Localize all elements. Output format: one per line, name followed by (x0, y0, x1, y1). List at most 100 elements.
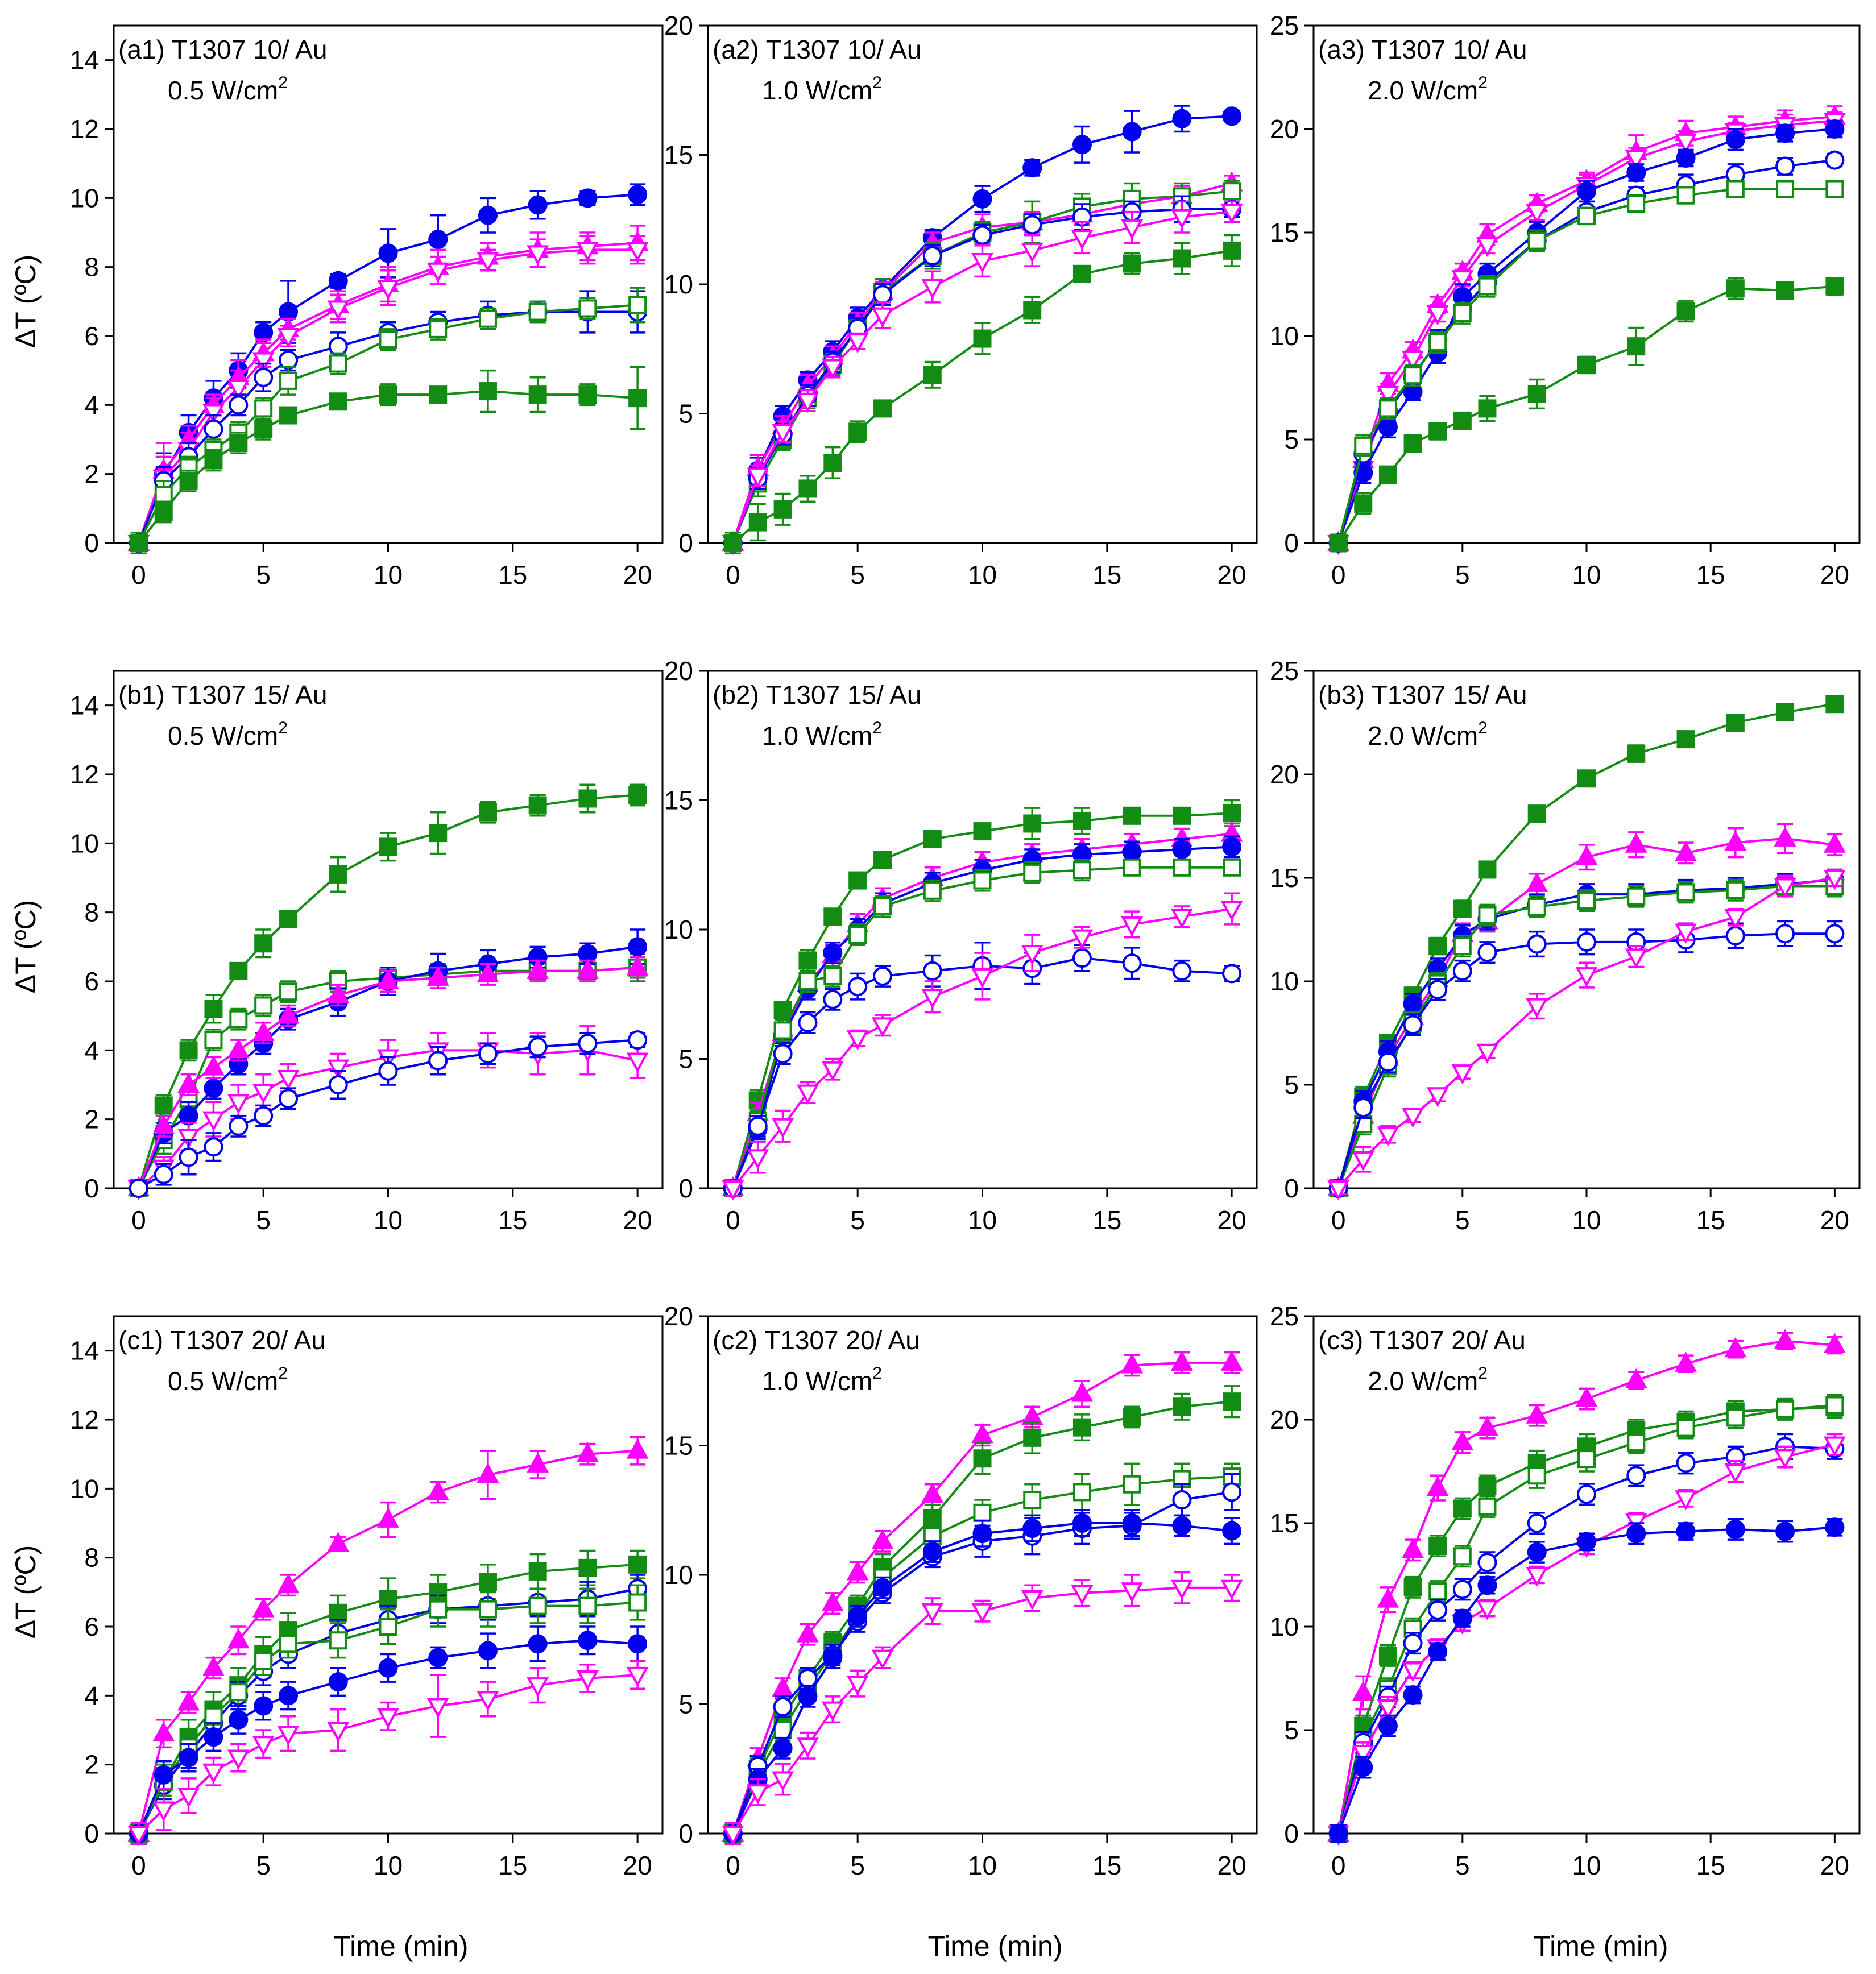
data-point (628, 786, 647, 804)
data-point (1476, 1043, 1498, 1064)
power-density-superscript: 2 (1478, 719, 1488, 737)
data-point (279, 1686, 299, 1706)
data-point (848, 926, 867, 944)
data-point (1428, 1641, 1448, 1661)
data-point (329, 392, 347, 411)
data-point (154, 1096, 173, 1115)
data-point (1352, 1745, 1374, 1765)
series-green-filled-square (129, 1549, 647, 1845)
data-point (821, 359, 844, 379)
data-point (628, 1593, 647, 1612)
x-tick-label: 5 (256, 1851, 271, 1880)
y-tick-label: 10 (664, 269, 693, 299)
data-point (626, 1666, 649, 1687)
data-point (1625, 948, 1647, 969)
data-point (328, 1075, 348, 1094)
data-point (1527, 804, 1546, 823)
data-point (821, 1061, 844, 1081)
data-point (1377, 1126, 1399, 1147)
data-point (1072, 861, 1091, 880)
data-point (1676, 1419, 1695, 1437)
data-point (1223, 858, 1241, 877)
data-point (747, 1784, 769, 1805)
series-line (137, 242, 638, 544)
data-point (1825, 150, 1845, 170)
data-point (1526, 998, 1548, 1018)
data-point (426, 965, 449, 986)
data-point (1123, 858, 1141, 877)
data-point (478, 205, 498, 225)
data-point (1577, 769, 1596, 788)
power-density-superscript: 2 (278, 719, 288, 737)
data-point (1627, 744, 1646, 763)
data-point (1724, 1463, 1747, 1484)
y-tick-label: 0 (678, 528, 693, 558)
data-point (971, 968, 993, 989)
y-tick-label: 5 (678, 399, 693, 429)
data-point (478, 1641, 498, 1661)
y-tick-label: 25 (1270, 656, 1299, 686)
data-point (1023, 814, 1042, 833)
data-point (379, 385, 397, 404)
data-point (921, 989, 944, 1009)
data-point (1675, 1351, 1697, 1372)
y-tick-label: 0 (84, 1173, 99, 1203)
data-point (1426, 1475, 1449, 1496)
data-point (577, 959, 599, 979)
data-point (1354, 494, 1373, 513)
data-point (1775, 1521, 1795, 1541)
data-point (528, 1562, 547, 1581)
x-tick-label: 5 (1455, 560, 1470, 590)
data-point (973, 871, 992, 890)
data-point (1453, 899, 1472, 918)
data-point (1724, 1337, 1747, 1358)
data-point (379, 1590, 397, 1608)
x-tick-label: 10 (968, 1205, 997, 1235)
power-density-label: 1.0 W/cm2 (762, 1364, 882, 1396)
data-point (772, 1677, 794, 1697)
y-tick-label: 8 (84, 898, 99, 927)
data-point (923, 881, 942, 900)
data-point (972, 225, 992, 245)
data-point (1173, 249, 1191, 268)
series-line (137, 1449, 638, 1834)
x-tick-label: 15 (498, 1205, 527, 1235)
data-point (1726, 279, 1745, 298)
data-point (426, 262, 449, 283)
data-point (1071, 1382, 1094, 1402)
data-point (578, 299, 597, 318)
data-point (154, 1765, 173, 1785)
x-axis-title-col-3: Time (min) (1533, 1930, 1668, 1962)
y-tick-label: 5 (1284, 1715, 1299, 1745)
data-point (1527, 1466, 1546, 1485)
data-point (1823, 1333, 1846, 1353)
data-point (1378, 399, 1397, 418)
data-point (227, 1094, 250, 1114)
data-point (773, 1044, 793, 1064)
y-tick-label: 15 (664, 1431, 693, 1461)
data-point (1575, 845, 1598, 865)
panel-label: (a2) T1307 10/ Au (713, 35, 921, 64)
data-point (1222, 106, 1242, 126)
data-point (1021, 242, 1043, 263)
data-point (873, 897, 892, 916)
data-point (1171, 909, 1193, 929)
data-point (129, 1179, 148, 1198)
data-point (1023, 863, 1042, 882)
data-point (821, 1591, 844, 1612)
data-point (327, 983, 350, 1003)
x-tick-label: 0 (1331, 1205, 1346, 1235)
data-point (578, 1631, 598, 1650)
data-point (1072, 1483, 1091, 1502)
data-point (797, 1737, 819, 1758)
data-point (428, 1648, 448, 1668)
data-point (204, 1707, 223, 1726)
data-point (1675, 841, 1697, 861)
data-point (848, 422, 867, 441)
data-point (377, 969, 399, 989)
data-point (204, 419, 223, 439)
y-tick-label: 2 (84, 1105, 99, 1134)
data-point (1022, 1519, 1042, 1538)
data-point (628, 389, 647, 408)
data-point (1675, 923, 1697, 944)
